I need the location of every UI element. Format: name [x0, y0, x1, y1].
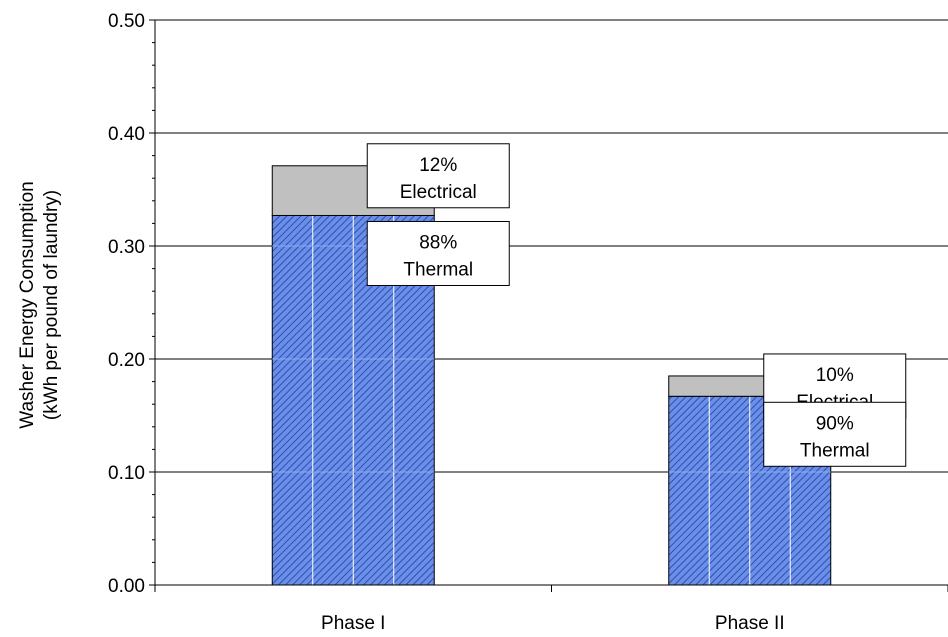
annotation-frame [763, 401, 907, 467]
annotation-frame [366, 143, 510, 209]
y-tick-label: 0.40 [108, 124, 145, 145]
annotation-percent: 90% [816, 413, 854, 434]
x-axis: Phase I Phase II [154, 584, 948, 634]
x-tick-label: Phase II [715, 613, 785, 634]
annotations: 12% Electrical 88% Thermal 10% Electrical 90% T… [366, 143, 907, 467]
y-tick-label: 0.30 [108, 237, 145, 258]
annotation-label: Thermal [800, 440, 870, 461]
y-tick-label: 0.20 [108, 350, 145, 371]
y-tick-label: 0.00 [108, 576, 145, 597]
y-tick-label: 0.50 [108, 11, 145, 32]
annotation-box: 12% Electrical [366, 143, 510, 209]
bars [271, 165, 832, 586]
annotation-percent: 88% [419, 232, 457, 253]
y-tick-label: 0.10 [108, 463, 145, 484]
annotation-box: 88% Thermal [366, 220, 510, 286]
annotation-frame [366, 220, 510, 286]
x-tick-label: Phase I [321, 613, 385, 634]
annotation-label: Thermal [403, 259, 473, 280]
annotation-box: 90% Thermal [763, 401, 907, 467]
annotation-percent: 10% [816, 365, 854, 386]
y-axis: 0.00 0.10 0.20 0.30 0.40 0.50 [108, 11, 156, 597]
y-axis-title-line1: Washer Energy Consumption [17, 181, 38, 428]
y-axis-title-line2: (kWh per pound of laundry) [41, 190, 62, 420]
annotation-label: Electrical [400, 182, 477, 203]
annotation-percent: 12% [419, 155, 457, 176]
y-axis-title: Washer Energy Consumption (kWh per pound… [17, 181, 62, 428]
